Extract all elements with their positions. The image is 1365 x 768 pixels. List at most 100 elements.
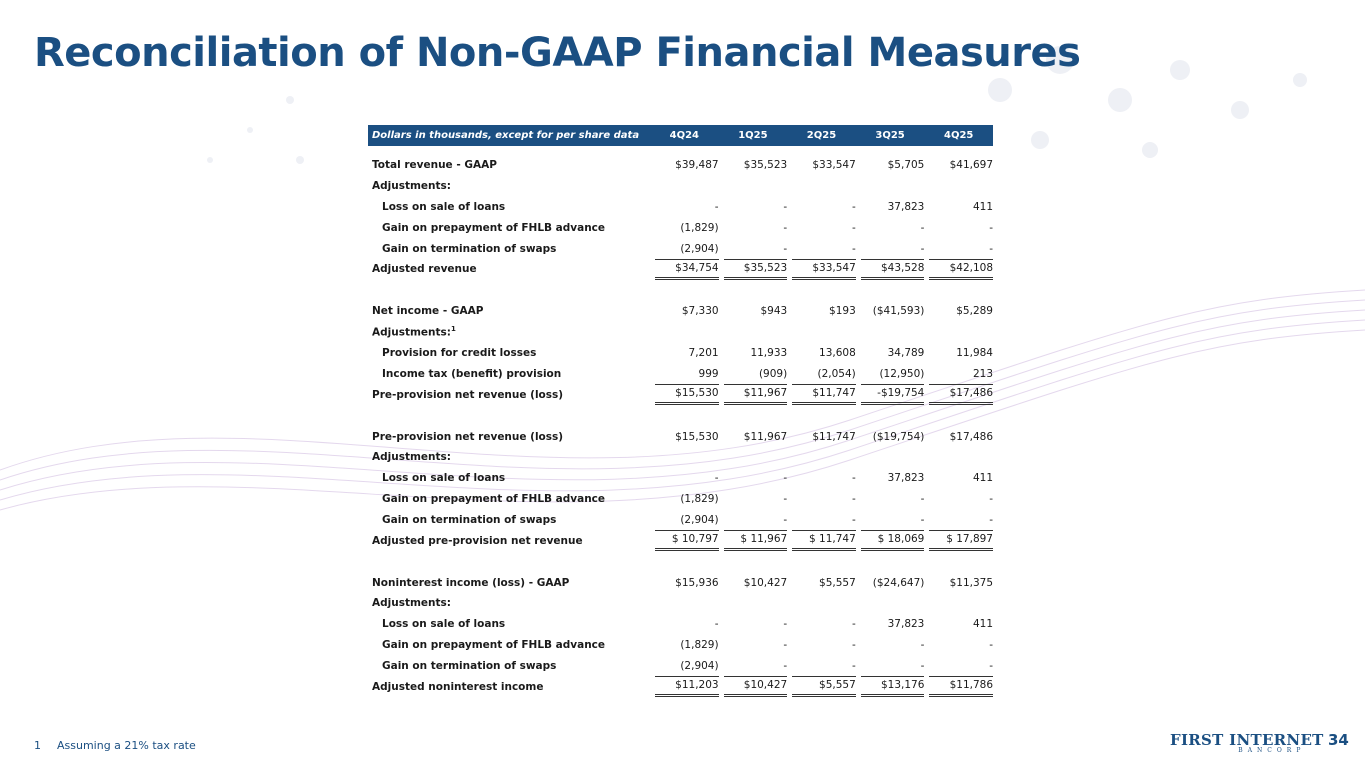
adjustments-row: Adjustments: bbox=[368, 447, 993, 468]
value: - bbox=[783, 659, 788, 672]
spacer bbox=[368, 280, 993, 301]
value: $7,330 bbox=[681, 305, 719, 318]
value: ($41,593) bbox=[872, 305, 925, 318]
value-cell: (1,829) bbox=[650, 489, 718, 510]
value-cell: $11,747 bbox=[787, 426, 856, 447]
value-cell: $10,427 bbox=[719, 572, 787, 593]
adjustments-text: Adjustments: bbox=[372, 326, 451, 339]
value: $5,557 bbox=[819, 576, 856, 589]
value: $ 11,967 bbox=[723, 530, 788, 552]
row-label: Gain on prepayment of FHLB advance bbox=[382, 638, 606, 651]
value: $43,528 bbox=[860, 258, 925, 280]
value: $17,486 bbox=[949, 430, 993, 443]
adjustment-row: Gain on prepayment of FHLB advance (1,829… bbox=[368, 217, 993, 238]
footnote: 1 Assuming a 21% tax rate bbox=[34, 739, 196, 752]
value-cell: $41,697 bbox=[924, 155, 993, 176]
adjustment-row: Gain on prepayment of FHLB advance (1,829… bbox=[368, 635, 993, 656]
adjustments-row: Adjustments: bbox=[368, 593, 993, 614]
adjustments-label: Adjustments:1 bbox=[368, 322, 993, 343]
value-cell: - bbox=[787, 655, 856, 676]
value: $42,108 bbox=[929, 258, 993, 280]
value-cell: $13,176 bbox=[856, 676, 925, 698]
value: 37,823 bbox=[887, 200, 925, 213]
spacer-cell bbox=[368, 146, 993, 155]
row-label: Adjusted revenue bbox=[372, 263, 477, 276]
value-cell: $5,289 bbox=[924, 301, 993, 322]
logo-name: FIRST INTERNET bbox=[1170, 731, 1324, 749]
row-label: Pre-provision net revenue (loss) bbox=[372, 388, 564, 401]
value-cell: $34,754 bbox=[650, 258, 719, 280]
header-cell: 3Q25 bbox=[855, 125, 925, 146]
row-label: Total revenue - GAAP bbox=[372, 159, 497, 172]
row-label: Net income - GAAP bbox=[372, 305, 484, 318]
value-cell: (2,904) bbox=[650, 238, 718, 259]
adjustment-row: Gain on termination of swaps (2,904) - - - - bbox=[368, 238, 993, 259]
value-cell: - bbox=[787, 217, 856, 238]
value-cell: - bbox=[856, 635, 925, 656]
value-cell: 11,984 bbox=[924, 343, 993, 364]
gaap-row: Pre-provision net revenue (loss) $15,530 $… bbox=[368, 426, 993, 447]
value-cell: $42,108 bbox=[924, 258, 993, 280]
value: (1,829) bbox=[680, 221, 719, 234]
value-cell: - bbox=[650, 614, 719, 635]
total-row: Pre-provision net revenue (loss) $15,530 $… bbox=[368, 384, 993, 406]
value: 11,933 bbox=[750, 346, 788, 359]
value-cell: - bbox=[719, 635, 787, 656]
spacer-cell bbox=[368, 405, 993, 426]
value-cell: 999 bbox=[650, 363, 719, 384]
value: - bbox=[920, 659, 925, 672]
value-cell: $35,523 bbox=[719, 258, 788, 280]
value: $11,203 bbox=[655, 676, 719, 698]
adjustment-row: Gain on prepayment of FHLB advance (1,829… bbox=[368, 489, 993, 510]
spacer-cell bbox=[368, 280, 993, 301]
value: (1,829) bbox=[680, 638, 719, 651]
value-cell: (1,829) bbox=[650, 635, 719, 656]
value: $ 18,069 bbox=[860, 530, 925, 552]
value: - bbox=[851, 638, 856, 651]
value: - bbox=[851, 200, 856, 213]
value: - bbox=[783, 513, 788, 526]
value: $ 17,897 bbox=[929, 530, 993, 552]
value-cell: $33,547 bbox=[787, 155, 855, 176]
value-cell: 37,823 bbox=[856, 468, 925, 489]
value-cell: - bbox=[719, 614, 788, 635]
value-cell: - bbox=[787, 197, 856, 218]
row-label: Loss on sale of loans bbox=[382, 200, 506, 213]
value: - bbox=[783, 242, 788, 255]
value-cell: $ 17,897 bbox=[924, 530, 993, 552]
row-label: Gain on prepayment of FHLB advance bbox=[382, 221, 606, 234]
page-number: 34 bbox=[1328, 731, 1349, 749]
value: - bbox=[783, 618, 788, 631]
value-cell: - bbox=[719, 468, 787, 489]
value-cell: - bbox=[924, 489, 993, 510]
value: - bbox=[920, 513, 925, 526]
value: $11,747 bbox=[812, 430, 856, 443]
value: $11,967 bbox=[743, 430, 788, 443]
value-cell: $33,547 bbox=[787, 258, 856, 280]
value-cell: 34,789 bbox=[856, 343, 925, 364]
value-cell: - bbox=[787, 509, 856, 530]
value: $11,786 bbox=[929, 676, 993, 698]
value: $17,486 bbox=[929, 384, 993, 406]
value-cell: - bbox=[719, 509, 788, 530]
value: - bbox=[851, 221, 856, 234]
header-row: Dollars in thousands, except for per sha… bbox=[368, 125, 993, 146]
value-cell: - bbox=[924, 217, 993, 238]
value-cell: 411 bbox=[924, 197, 993, 218]
value: - bbox=[714, 472, 719, 485]
value: - bbox=[920, 242, 925, 255]
row-label: Provision for credit losses bbox=[382, 346, 537, 359]
value-cell: $ 11,747 bbox=[787, 530, 856, 552]
value: 411 bbox=[972, 472, 993, 485]
value-cell: $11,747 bbox=[787, 384, 856, 406]
value: - bbox=[851, 472, 856, 485]
value-cell: - bbox=[787, 635, 856, 656]
row-label: Noninterest income (loss) - GAAP bbox=[372, 576, 570, 589]
total-row: Adjusted revenue $34,754 $35,523 $33,547 $43… bbox=[368, 258, 993, 280]
adjustment-row: Loss on sale of loans - - - 37,823 411 bbox=[368, 197, 993, 218]
adjustment-row: Gain on termination of swaps (2,904) - - - - bbox=[368, 509, 993, 530]
footnote-ref: 1 bbox=[451, 325, 456, 334]
value-cell: - bbox=[924, 635, 993, 656]
value: $193 bbox=[829, 305, 856, 318]
